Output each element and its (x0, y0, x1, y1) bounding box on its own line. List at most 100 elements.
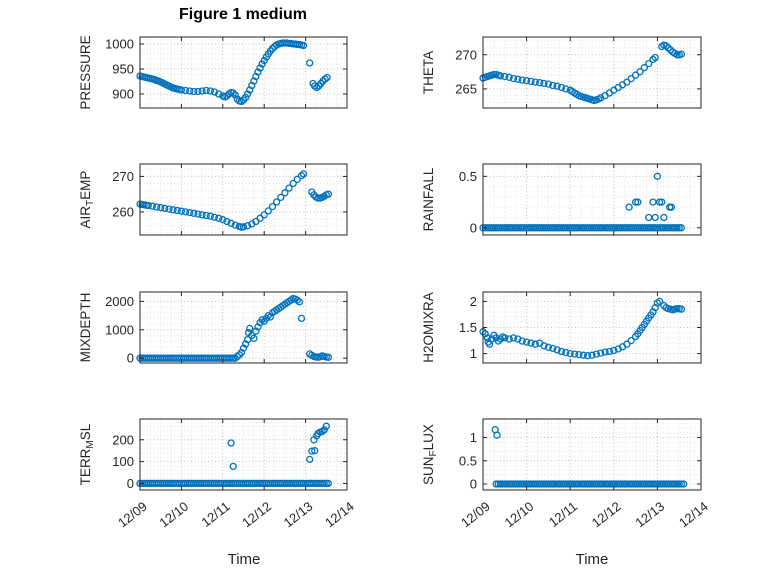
data-point-marker (667, 203, 676, 211)
data-point-marker (588, 351, 596, 359)
data-point-marker (631, 198, 640, 206)
data-point-marker (673, 305, 681, 313)
panel-air_temp: 260 270 AIRTEMP (78, 163, 348, 236)
y-tick-label: 0 (470, 220, 477, 235)
x-tick-label: 12/09 (458, 499, 493, 531)
data-point-marker (148, 202, 157, 210)
y-axis-label: SUNFLUX (421, 424, 439, 485)
y-tick-label: 0 (470, 476, 477, 491)
x-tick-label: 12/10 (502, 499, 537, 531)
data-point-marker (673, 224, 681, 232)
data-point-marker (540, 79, 548, 88)
data-point-marker (198, 87, 206, 95)
y-tick-label: 1 (470, 346, 477, 361)
x-tick-labels: 12/09 12/10 12/11 12/12 12/13 12/14 (458, 499, 711, 531)
data-point-marker (215, 214, 223, 222)
data-point-marker (653, 172, 662, 180)
data-point-marker (260, 211, 268, 219)
data-point-marker (640, 64, 648, 72)
axis-frame (139, 291, 348, 364)
data-point-marker (285, 184, 293, 192)
data-point-marker (562, 85, 570, 93)
data-point-marker (157, 204, 165, 212)
data-point-marker (675, 224, 683, 232)
data-point-marker (675, 480, 683, 488)
data-point-marker (496, 72, 505, 80)
y-tick-label: 260 (112, 204, 134, 219)
panel-pressure: 900 950 1000 PRESSURE (78, 35, 348, 110)
data-point-marker (664, 44, 672, 52)
data-point-marker (231, 221, 239, 229)
scatter-points (136, 294, 333, 362)
data-point-marker (229, 462, 237, 471)
data-point-marker (679, 480, 688, 488)
y-tick-label: 0.5 (459, 169, 477, 184)
data-point-marker (677, 50, 686, 58)
data-point-marker (289, 179, 297, 188)
data-point-marker (306, 455, 314, 464)
x-axis-label-right: Time (575, 551, 609, 568)
data-point-marker (488, 335, 496, 343)
data-point-marker (241, 340, 250, 348)
major-grid (140, 37, 347, 108)
data-point-marker (501, 72, 509, 81)
data-point-marker (181, 208, 190, 216)
data-point-marker (557, 347, 566, 356)
data-point-marker (677, 224, 686, 232)
data-point-marker (322, 422, 330, 430)
figure-title: Figure 1 medium (178, 6, 308, 23)
data-point-marker (194, 210, 202, 218)
axis-frame (139, 418, 348, 491)
data-point-marker (549, 344, 557, 353)
data-point-marker (527, 339, 535, 347)
data-point-marker (254, 323, 262, 331)
data-point-marker (299, 170, 308, 178)
data-point-marker (323, 73, 331, 82)
x-tick-label: 12/14 (322, 499, 357, 531)
data-point-marker (223, 92, 231, 100)
data-point-marker (299, 41, 308, 50)
scatter-points (491, 426, 688, 488)
data-point-marker (505, 335, 513, 343)
data-point-marker (190, 87, 198, 96)
y-tick-label: 0 (127, 476, 134, 491)
data-point-marker (215, 90, 223, 98)
data-point-marker (483, 334, 492, 342)
data-point-marker (544, 80, 553, 88)
x-tick-label: 12/12 (239, 499, 274, 531)
y-axis-label: THETA (421, 51, 436, 94)
data-point-marker (256, 214, 264, 222)
data-point-marker (320, 479, 328, 488)
data-point-marker (544, 343, 553, 351)
data-point-marker (651, 213, 659, 222)
x-axis-label-left: Time (227, 551, 261, 568)
data-point-marker (493, 431, 501, 439)
data-point-marker (627, 74, 635, 83)
y-tick-label: 950 (112, 62, 134, 77)
data-point-marker (583, 352, 592, 360)
data-point-marker (293, 175, 301, 183)
data-point-marker (509, 334, 518, 342)
data-point-marker (324, 479, 333, 488)
data-point-marker (570, 350, 579, 358)
y-axis-label: H2OMIXRA (421, 292, 436, 363)
data-point-marker (264, 207, 272, 215)
data-point-marker (295, 298, 304, 306)
minor-grid (483, 419, 701, 490)
data-point-marker (186, 208, 194, 217)
minor-grid (140, 292, 347, 363)
data-point-marker (625, 203, 633, 211)
data-point-marker (277, 193, 285, 202)
data-point-marker (314, 194, 322, 202)
scatter-points (479, 297, 686, 360)
axis-frame (139, 163, 348, 236)
major-grid (483, 419, 701, 490)
scatter-points (136, 170, 333, 231)
x-tick-label: 12/14 (676, 499, 711, 531)
y-tick-label: 0.5 (459, 453, 477, 468)
data-point-marker (165, 205, 173, 213)
data-point-marker (161, 204, 169, 213)
data-point-marker (531, 78, 539, 86)
data-point-marker (198, 211, 206, 219)
axis-frame (482, 163, 702, 236)
